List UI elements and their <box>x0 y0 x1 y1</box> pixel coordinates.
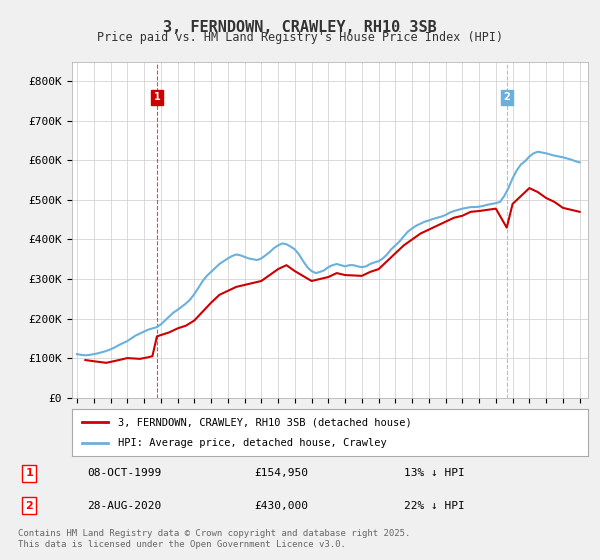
Text: 3, FERNDOWN, CRAWLEY, RH10 3SB: 3, FERNDOWN, CRAWLEY, RH10 3SB <box>163 20 437 35</box>
Text: 08-OCT-1999: 08-OCT-1999 <box>87 468 161 478</box>
Text: 1: 1 <box>25 468 33 478</box>
Text: 13% ↓ HPI: 13% ↓ HPI <box>404 468 464 478</box>
Text: Contains HM Land Registry data © Crown copyright and database right 2025.
This d: Contains HM Land Registry data © Crown c… <box>18 529 410 549</box>
Text: £154,950: £154,950 <box>254 468 308 478</box>
Text: 28-AUG-2020: 28-AUG-2020 <box>87 501 161 511</box>
Text: 2: 2 <box>25 501 33 511</box>
Text: 2: 2 <box>503 92 510 102</box>
Text: Price paid vs. HM Land Registry's House Price Index (HPI): Price paid vs. HM Land Registry's House … <box>97 31 503 44</box>
Text: 22% ↓ HPI: 22% ↓ HPI <box>404 501 464 511</box>
Text: £430,000: £430,000 <box>254 501 308 511</box>
Text: 3, FERNDOWN, CRAWLEY, RH10 3SB (detached house): 3, FERNDOWN, CRAWLEY, RH10 3SB (detached… <box>118 417 412 427</box>
Text: 1: 1 <box>154 92 160 102</box>
Text: HPI: Average price, detached house, Crawley: HPI: Average price, detached house, Craw… <box>118 438 387 448</box>
